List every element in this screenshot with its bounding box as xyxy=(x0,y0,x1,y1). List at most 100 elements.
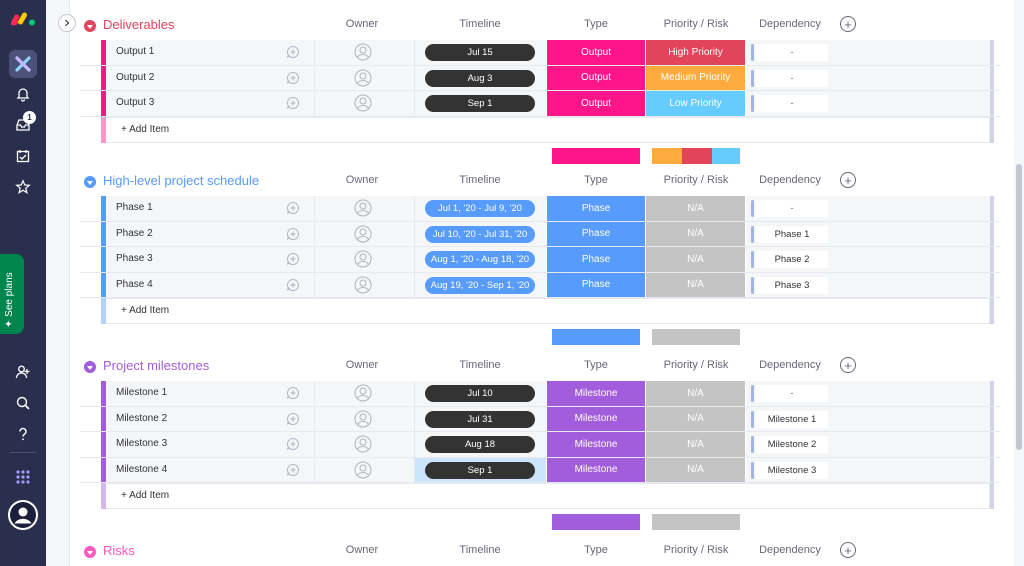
priority-status[interactable]: Low Priority xyxy=(646,91,745,116)
table-row[interactable]: Output 1 Jul 15 Output High Priority - xyxy=(80,40,1000,66)
vertical-scrollbar[interactable] xyxy=(1014,0,1024,566)
priority-status[interactable]: N/A xyxy=(646,457,745,482)
add-update-icon[interactable] xyxy=(286,71,300,85)
my-work-button[interactable] xyxy=(9,142,37,170)
owner-avatar-icon[interactable] xyxy=(354,276,372,294)
item-name-cell[interactable] xyxy=(106,40,314,65)
item-name-cell[interactable] xyxy=(106,196,314,221)
dependency-value[interactable]: Phase 3 xyxy=(756,276,828,294)
scrollbar-thumb[interactable] xyxy=(1016,164,1022,450)
dependency-value[interactable]: - xyxy=(756,385,828,402)
column-header-owner[interactable]: Owner xyxy=(345,359,379,371)
type-status[interactable]: Milestone xyxy=(547,432,645,457)
priority-status[interactable]: N/A xyxy=(646,432,745,457)
owner-avatar-icon[interactable] xyxy=(354,199,372,217)
item-name-cell[interactable] xyxy=(106,221,314,246)
see-plans-button[interactable]: ✦ See plans xyxy=(0,254,24,334)
table-row[interactable]: Milestone 4 Sep 1 Milestone N/A Milestone 3 xyxy=(80,457,1000,483)
dependency-value[interactable]: - xyxy=(756,200,828,217)
owner-avatar-icon[interactable] xyxy=(354,410,372,428)
column-header-dependency[interactable]: Dependency xyxy=(759,18,821,30)
owner-avatar-icon[interactable] xyxy=(354,225,372,243)
add-update-icon[interactable] xyxy=(286,201,300,215)
add-item-input[interactable] xyxy=(106,483,990,509)
priority-status[interactable]: High Priority xyxy=(646,40,745,65)
inbox-button[interactable]: 1 xyxy=(9,111,37,139)
column-header-timeline[interactable]: Timeline xyxy=(459,359,501,371)
add-item-input[interactable] xyxy=(106,116,990,143)
add-update-icon[interactable] xyxy=(286,278,300,292)
column-header-dependency[interactable]: Dependency xyxy=(759,174,821,186)
timeline-pill[interactable]: Jul 10 xyxy=(425,385,535,402)
dependency-value[interactable]: Milestone 1 xyxy=(756,410,828,428)
table-row[interactable]: Phase 3 Aug 1, '20 - Aug 18, '20 Phase N/A P… xyxy=(80,247,1000,273)
item-name[interactable]: Milestone 1 xyxy=(116,387,168,398)
add-column-button[interactable]: + xyxy=(840,357,856,373)
owner-avatar-icon[interactable] xyxy=(354,43,372,61)
owner-avatar-icon[interactable] xyxy=(354,384,372,402)
column-header-priority[interactable]: Priority / Risk xyxy=(663,18,729,30)
group-title[interactable]: Deliverables xyxy=(103,17,175,32)
item-name-cell[interactable] xyxy=(106,91,314,116)
favorites-button[interactable] xyxy=(9,173,37,201)
column-header-priority[interactable]: Priority / Risk xyxy=(663,359,729,371)
owner-avatar-icon[interactable] xyxy=(354,435,372,453)
add-update-icon[interactable] xyxy=(286,463,300,477)
type-status[interactable]: Phase xyxy=(547,272,645,297)
timeline-pill[interactable]: Aug 1, '20 - Aug 18, '20 xyxy=(425,251,535,268)
priority-status[interactable]: N/A xyxy=(646,247,745,272)
add-item-label[interactable]: + Add Item xyxy=(121,123,170,135)
table-row[interactable]: Phase 2 Jul 10, '20 - Jul 31, '20 Phase N/A… xyxy=(80,221,1000,247)
column-header-dependency[interactable]: Dependency xyxy=(759,359,821,371)
column-header-type[interactable]: Type xyxy=(584,544,608,556)
priority-status[interactable]: N/A xyxy=(646,381,745,406)
item-name-cell[interactable] xyxy=(106,457,314,482)
item-name[interactable]: Milestone 3 xyxy=(116,438,168,449)
item-name[interactable]: Phase 2 xyxy=(116,227,153,239)
item-name-cell[interactable] xyxy=(106,272,314,297)
owner-avatar-icon[interactable] xyxy=(354,69,372,87)
table-row[interactable]: Milestone 1 Jul 10 Milestone N/A - xyxy=(80,381,1000,407)
add-update-icon[interactable] xyxy=(286,96,300,110)
type-status[interactable]: Output xyxy=(547,40,645,65)
dependency-value[interactable]: - xyxy=(756,44,828,61)
column-header-timeline[interactable]: Timeline xyxy=(459,544,501,556)
timeline-pill[interactable]: Aug 18 xyxy=(425,436,535,453)
item-name-cell[interactable] xyxy=(106,381,314,406)
table-row[interactable]: Output 2 Aug 3 Output Medium Priority - xyxy=(80,65,1000,91)
table-row[interactable]: Output 3 Sep 1 Output Low Priority - xyxy=(80,91,1000,117)
type-status[interactable]: Milestone xyxy=(547,406,645,431)
add-update-icon[interactable] xyxy=(286,227,300,241)
dependency-value[interactable]: Milestone 2 xyxy=(756,436,828,453)
column-header-timeline[interactable]: Timeline xyxy=(459,18,501,30)
column-header-type[interactable]: Type xyxy=(584,359,608,371)
timeline-pill[interactable]: Jul 1, '20 - Jul 9, '20 xyxy=(425,200,535,217)
item-name-cell[interactable] xyxy=(106,432,314,457)
timeline-pill[interactable]: Aug 3 xyxy=(425,69,535,87)
add-item-row[interactable]: + Add Item xyxy=(80,483,1000,509)
priority-status[interactable]: N/A xyxy=(646,196,745,221)
apps-button[interactable] xyxy=(9,463,37,491)
column-header-owner[interactable]: Owner xyxy=(345,18,379,30)
group-title[interactable]: High-level project schedule xyxy=(103,173,260,188)
workspace-button[interactable] xyxy=(9,50,37,78)
add-item-row[interactable]: + Add Item xyxy=(80,116,1000,143)
group-title[interactable]: Risks xyxy=(103,543,135,558)
item-name[interactable]: Phase 1 xyxy=(116,202,153,213)
add-update-icon[interactable] xyxy=(286,252,300,266)
owner-avatar-icon[interactable] xyxy=(354,250,372,268)
invite-members-button[interactable] xyxy=(9,358,37,386)
table-row[interactable]: Milestone 2 Jul 31 Milestone N/A Milestone 1 xyxy=(80,406,1000,432)
item-name-cell[interactable] xyxy=(106,406,314,431)
expand-panel-button[interactable] xyxy=(58,14,76,32)
type-status[interactable]: Milestone xyxy=(547,457,645,482)
add-column-button[interactable]: + xyxy=(840,16,856,32)
item-name[interactable]: Milestone 4 xyxy=(116,463,168,475)
dependency-value[interactable]: - xyxy=(756,95,828,112)
monday-logo-icon[interactable] xyxy=(11,10,37,26)
item-name[interactable]: Output 3 xyxy=(116,97,155,108)
add-update-icon[interactable] xyxy=(286,437,300,451)
search-button[interactable] xyxy=(9,389,37,417)
column-header-timeline[interactable]: Timeline xyxy=(459,174,501,186)
add-item-row[interactable]: + Add Item xyxy=(80,298,1000,324)
